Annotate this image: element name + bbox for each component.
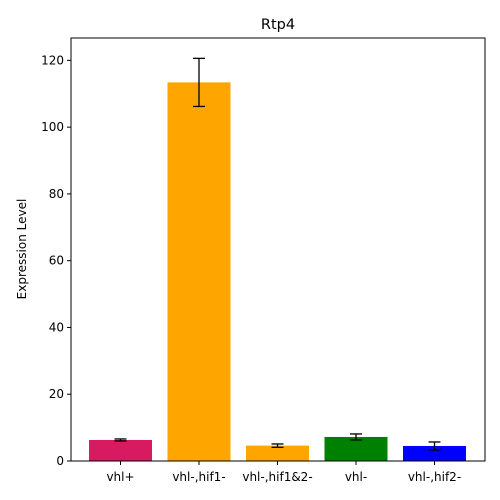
y-tick-label: 0 bbox=[56, 454, 64, 468]
chart-title: Rtp4 bbox=[261, 17, 295, 33]
bar bbox=[246, 445, 309, 461]
y-tick-label: 20 bbox=[49, 387, 64, 401]
x-tick-label: vhl-,hif1&2- bbox=[242, 470, 312, 484]
x-tick-label: vhl- bbox=[345, 470, 367, 484]
y-tick-label: 100 bbox=[41, 120, 64, 134]
x-tick-label: vhl-,hif2- bbox=[408, 470, 461, 484]
y-axis-label: Expression Level bbox=[15, 199, 29, 300]
bar bbox=[89, 439, 152, 461]
x-tick-label: vhl-,hif1- bbox=[172, 470, 225, 484]
bar bbox=[324, 436, 388, 461]
x-tick-label: vhl+ bbox=[106, 470, 134, 484]
y-tick-label: 120 bbox=[41, 53, 64, 67]
y-tick-label: 40 bbox=[49, 320, 64, 334]
bar bbox=[403, 445, 466, 461]
y-tick-label: 60 bbox=[49, 254, 64, 268]
y-tick-label: 80 bbox=[49, 187, 64, 201]
plot-area: 0 20 40 60 80 100 120 vhl+ vhl-,hif1- vhl-,hif1&2… bbox=[41, 53, 466, 484]
plot-frame bbox=[70, 37, 486, 462]
bar bbox=[167, 82, 231, 461]
